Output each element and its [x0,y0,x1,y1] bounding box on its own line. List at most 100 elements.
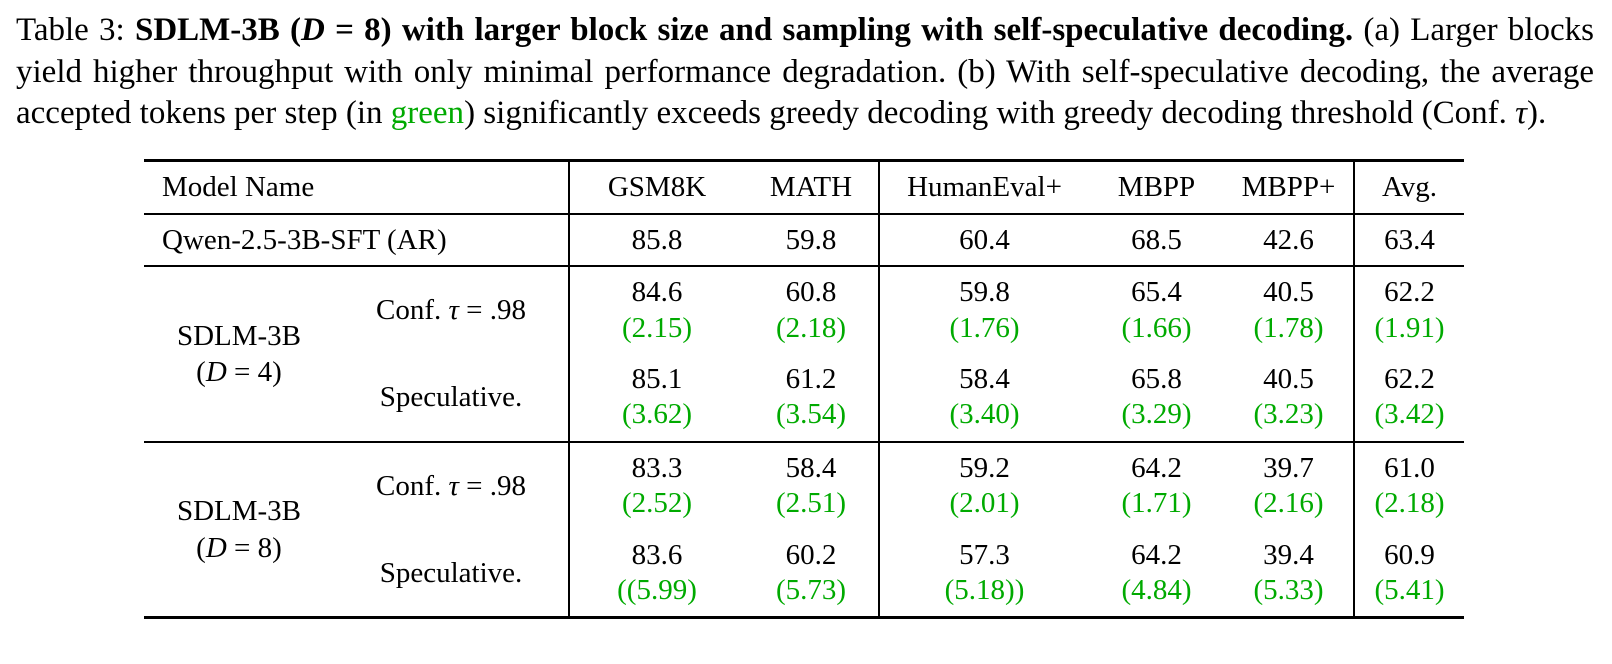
accepted-tokens-value: (2.18) [1374,487,1445,520]
score-value: 65.4 [1131,276,1182,309]
score-value: 39.4 [1263,538,1314,571]
score-value: 62.2 [1384,363,1435,396]
baseline-row: Qwen-2.5-3B-SFT (AR) 85.8 59.8 60.4 68.5… [144,213,1464,268]
accepted-tokens-value: (2.18) [775,311,847,344]
metric-cell: 42.6 [1224,213,1354,268]
table-caption: Table 3: SDLM-3B (D = 8) with larger blo… [16,10,1594,135]
metric-cell: 83.6 ((5.99) [568,529,744,618]
score-value: 60.9 [1384,538,1435,571]
score-value: 65.8 [1131,363,1182,396]
caption-bold-title-rest: = 8) with larger block size and sampling… [324,12,1354,48]
score-value: 57.3 [959,538,1010,571]
metric-cell: 60.8 (2.18) [744,266,879,354]
score-value: 83.3 [631,451,683,484]
metric-cell: 85.1 (3.62) [568,354,744,443]
method-text: Conf. [376,294,449,327]
caption-math-var-tau: τ [1515,95,1527,132]
accepted-tokens-value: (3.23) [1253,398,1324,431]
caption-body-text: (a) Larger blocks yield higher throughpu… [16,12,1594,132]
score-value: 40.5 [1263,276,1314,309]
metric-cell: 64.2 (1.71) [1089,442,1224,530]
metric-cell: 58.4 (2.51) [744,442,879,530]
accepted-tokens-value: (1.66) [1121,311,1192,344]
metric-cell: 59.2 (2.01) [878,441,1089,530]
baseline-model-name: Qwen-2.5-3B-SFT (AR) [144,213,569,268]
model-group-name: SDLM-3B (D = 8) [144,442,334,618]
model-name-line2: (D = 8) [154,530,324,566]
caption-table-number: Table 3: [16,12,135,48]
header-model-name: Model Name [144,160,569,215]
score-value: 84.6 [631,276,683,309]
score-value: 59.2 [959,451,1010,484]
metric-cell: 62.2 (1.91) [1353,266,1464,355]
method-label-conf: Conf. τ = .98 [334,442,569,530]
method-text: = .98 [458,294,526,327]
accepted-tokens-value: (1.78) [1253,311,1324,344]
method-text: = .98 [458,469,526,502]
method-text: Conf. [376,469,449,502]
model-name-line1: SDLM-3B [176,495,302,528]
score-value: 62.2 [1384,276,1435,309]
header-gsm8k: GSM8K [568,160,744,215]
paren-open: ( [196,531,206,564]
metric-cell: 85.8 [568,213,744,268]
score-value: 59.8 [959,276,1010,309]
accepted-tokens-value: (3.42) [1374,398,1445,431]
method-label-conf: Conf. τ = .98 [334,266,569,354]
accepted-tokens-value: (2.16) [1253,487,1324,520]
header-mbpp-plus: MBPP+ [1224,160,1354,215]
score-value: 60.2 [785,538,837,571]
accepted-tokens-value: (2.01) [949,487,1020,520]
metric-cell: 60.4 [878,213,1089,268]
caption-bold-title: SDLM-3B ( [134,12,302,48]
accepted-tokens-value: (1.91) [1374,311,1445,344]
method-text: Speculative. [379,556,523,589]
metric-cell: 84.6 (2.15) [568,266,744,355]
metric-cell: 83.3 (2.52) [568,441,744,530]
caption-body-text-2: ) significantly exceeds greedy decoding … [464,95,1516,132]
metric-cell: 59.8 (1.76) [878,266,1089,355]
metric-cell: 39.7 (2.16) [1224,442,1354,530]
header-avg: Avg. [1353,160,1464,215]
score-value: 83.6 [631,538,683,571]
table-header-row: Model Name GSM8K MATH HumanEval+ MBPP MB… [144,160,1464,215]
block-size-value: = 8) [226,531,282,564]
method-label-speculative: Speculative. [334,354,569,443]
block-size-value: = 4) [226,356,282,389]
accepted-tokens-value: (3.54) [775,398,847,431]
score-value: 85.1 [631,363,683,396]
accepted-tokens-value: (5.18)) [944,573,1025,606]
table-row: Speculative. 85.1 (3.62) 61.2 (3.54) 58.4(… [144,354,1464,443]
method-label-speculative: Speculative. [334,530,569,618]
score-value: 39.7 [1263,451,1314,484]
accepted-tokens-value: (3.29) [1121,398,1192,431]
header-math: MATH [744,160,879,215]
header-mbpp: MBPP [1089,160,1224,215]
accepted-tokens-value: (5.41) [1374,573,1445,606]
metric-cell: 65.8 (3.29) [1089,354,1224,443]
metric-cell: 60.2 (5.73) [744,530,879,618]
results-table: Model Name GSM8K MATH HumanEval+ MBPP MB… [144,158,1464,620]
accepted-tokens-value: (2.52) [621,487,693,520]
model-name-line2: (D = 4) [154,354,324,390]
score-value: 61.0 [1384,451,1435,484]
paper-page: Table 3: SDLM-3B (D = 8) with larger blo… [16,10,1594,620]
accepted-tokens-value: (5.33) [1253,573,1324,606]
metric-cell: 61.2 (3.54) [744,354,879,443]
model-group-name: SDLM-3B (D = 4) [144,266,334,443]
metric-cell: 61.0 (2.18) [1353,441,1464,530]
score-value: 61.2 [785,363,837,396]
paren-open: ( [196,356,206,389]
metric-cell: 39.4 (5.33) [1224,530,1354,618]
metric-cell: 58.4 (3.40) [878,354,1089,443]
accepted-tokens-value: (2.15) [621,311,693,344]
accepted-tokens-value: (2.51) [775,487,847,520]
metric-cell: 63.4 [1353,213,1464,268]
method-text: Speculative. [379,381,523,414]
metric-cell: 40.5 (3.23) [1224,354,1354,443]
score-value: 64.2 [1131,538,1182,571]
score-value: 58.4 [785,451,837,484]
accepted-tokens-value: ((5.99) [617,573,697,606]
metric-cell: 62.2 (3.42) [1353,354,1464,443]
metric-cell: 60.9 (5.41) [1353,529,1464,618]
